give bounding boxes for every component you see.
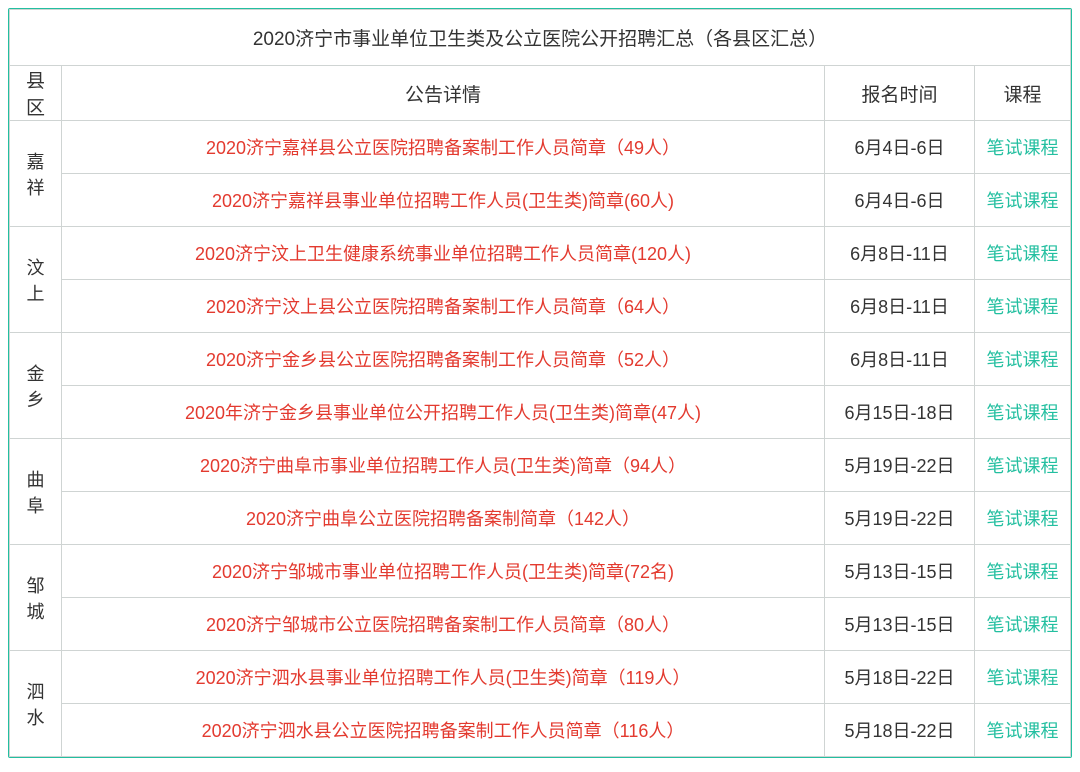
table-row: 2020济宁嘉祥县事业单位招聘工作人员(卫生类)简章(60人) 6月4日-6日笔试… xyxy=(10,174,1071,227)
course-cell: 笔试课程 xyxy=(974,545,1070,598)
course-link[interactable]: 笔试课程 xyxy=(986,350,1058,370)
time-cell: 5月13日-15日 xyxy=(824,545,974,598)
header-county: 县区 xyxy=(10,66,62,121)
time-cell: 6月8日-11日 xyxy=(824,227,974,280)
detail-cell: 2020济宁汶上县公立医院招聘备案制工作人员简章（64人） xyxy=(62,280,825,333)
county-cell: 曲阜 xyxy=(10,439,62,545)
table-row: 2020济宁邹城市公立医院招聘备案制工作人员简章（80人） 5月13日-15日笔试… xyxy=(10,598,1071,651)
course-cell: 笔试课程 xyxy=(974,439,1070,492)
detail-cell: 2020济宁泗水县事业单位招聘工作人员(卫生类)简章（119人） xyxy=(62,651,825,704)
county-cell: 嘉祥 xyxy=(10,121,62,227)
course-link[interactable]: 笔试课程 xyxy=(986,403,1058,423)
course-cell: 笔试课程 xyxy=(974,227,1070,280)
table-title-row: 2020济宁市事业单位卫生类及公立医院公开招聘汇总（各县区汇总） xyxy=(10,10,1071,66)
detail-cell: 2020济宁嘉祥县事业单位招聘工作人员(卫生类)简章(60人) xyxy=(62,174,825,227)
course-link[interactable]: 笔试课程 xyxy=(986,721,1058,741)
detail-cell: 2020济宁邹城市公立医院招聘备案制工作人员简章（80人） xyxy=(62,598,825,651)
announcement-link[interactable]: 2020济宁泗水县事业单位招聘工作人员(卫生类)简章（119人） xyxy=(196,668,691,688)
recruitment-table-container: 2020济宁市事业单位卫生类及公立医院公开招聘汇总（各县区汇总） 县区 公告详情… xyxy=(8,8,1072,758)
course-link[interactable]: 笔试课程 xyxy=(986,668,1058,688)
recruitment-table: 2020济宁市事业单位卫生类及公立医院公开招聘汇总（各县区汇总） 县区 公告详情… xyxy=(9,9,1071,757)
announcement-link[interactable]: 2020济宁嘉祥县事业单位招聘工作人员(卫生类)简章(60人) xyxy=(212,191,674,211)
table-row: 泗水2020济宁泗水县事业单位招聘工作人员(卫生类)简章（119人）5月18日-… xyxy=(10,651,1071,704)
table-row: 汶上2020济宁汶上卫生健康系统事业单位招聘工作人员简章(120人)6月8日-1… xyxy=(10,227,1071,280)
detail-cell: 2020济宁曲阜公立医院招聘备案制简章（142人） xyxy=(62,492,825,545)
announcement-link[interactable]: 2020年济宁金乡县事业单位公开招聘工作人员(卫生类)简章(47人) xyxy=(185,403,701,423)
course-cell: 笔试课程 xyxy=(974,333,1070,386)
header-detail: 公告详情 xyxy=(62,66,825,121)
course-link[interactable]: 笔试课程 xyxy=(986,456,1058,476)
course-cell: 笔试课程 xyxy=(974,651,1070,704)
time-cell: 5月19日-22日 xyxy=(824,492,974,545)
announcement-link[interactable]: 2020济宁汶上卫生健康系统事业单位招聘工作人员简章(120人) xyxy=(195,244,691,264)
course-cell: 笔试课程 xyxy=(974,492,1070,545)
time-cell: 6月8日-11日 xyxy=(824,280,974,333)
announcement-link[interactable]: 2020济宁曲阜市事业单位招聘工作人员(卫生类)简章（94人） xyxy=(200,456,686,476)
table-title: 2020济宁市事业单位卫生类及公立医院公开招聘汇总（各县区汇总） xyxy=(10,10,1071,66)
time-cell: 5月18日-22日 xyxy=(824,651,974,704)
detail-cell: 2020济宁泗水县公立医院招聘备案制工作人员简章（116人） xyxy=(62,704,825,757)
detail-cell: 2020济宁邹城市事业单位招聘工作人员(卫生类)简章(72名) xyxy=(62,545,825,598)
county-cell: 邹城 xyxy=(10,545,62,651)
announcement-link[interactable]: 2020济宁邹城市事业单位招聘工作人员(卫生类)简章(72名) xyxy=(212,562,674,582)
time-cell: 6月8日-11日 xyxy=(824,333,974,386)
announcement-link[interactable]: 2020济宁邹城市公立医院招聘备案制工作人员简章（80人） xyxy=(206,615,680,635)
table-row: 2020济宁泗水县公立医院招聘备案制工作人员简章（116人） 5月18日-22日笔… xyxy=(10,704,1071,757)
time-cell: 5月13日-15日 xyxy=(824,598,974,651)
header-time: 报名时间 xyxy=(824,66,974,121)
table-row: 邹城2020济宁邹城市事业单位招聘工作人员(卫生类)简章(72名)5月13日-1… xyxy=(10,545,1071,598)
course-link[interactable]: 笔试课程 xyxy=(986,138,1058,158)
time-cell: 6月4日-6日 xyxy=(824,174,974,227)
course-cell: 笔试课程 xyxy=(974,598,1070,651)
county-cell: 汶上 xyxy=(10,227,62,333)
course-link[interactable]: 笔试课程 xyxy=(986,509,1058,529)
course-cell: 笔试课程 xyxy=(974,280,1070,333)
announcement-link[interactable]: 2020济宁嘉祥县公立医院招聘备案制工作人员简章（49人） xyxy=(206,138,680,158)
course-link[interactable]: 笔试课程 xyxy=(986,191,1058,211)
course-link[interactable]: 笔试课程 xyxy=(986,297,1058,317)
detail-cell: 2020济宁曲阜市事业单位招聘工作人员(卫生类)简章（94人） xyxy=(62,439,825,492)
table-header-row: 县区 公告详情 报名时间 课程 xyxy=(10,66,1071,121)
table-row: 2020济宁曲阜公立医院招聘备案制简章（142人） 5月19日-22日笔试课程 xyxy=(10,492,1071,545)
county-cell: 金乡 xyxy=(10,333,62,439)
time-cell: 6月15日-18日 xyxy=(824,386,974,439)
course-link[interactable]: 笔试课程 xyxy=(986,244,1058,264)
detail-cell: 2020济宁金乡县公立医院招聘备案制工作人员简章（52人） xyxy=(62,333,825,386)
time-cell: 5月19日-22日 xyxy=(824,439,974,492)
course-cell: 笔试课程 xyxy=(974,121,1070,174)
announcement-link[interactable]: 2020济宁曲阜公立医院招聘备案制简章（142人） xyxy=(246,509,640,529)
course-link[interactable]: 笔试课程 xyxy=(986,562,1058,582)
table-row: 曲阜2020济宁曲阜市事业单位招聘工作人员(卫生类)简章（94人）5月19日-2… xyxy=(10,439,1071,492)
table-row: 2020济宁汶上县公立医院招聘备案制工作人员简章（64人） 6月8日-11日笔试课… xyxy=(10,280,1071,333)
course-cell: 笔试课程 xyxy=(974,386,1070,439)
time-cell: 6月4日-6日 xyxy=(824,121,974,174)
header-course: 课程 xyxy=(974,66,1070,121)
course-cell: 笔试课程 xyxy=(974,174,1070,227)
announcement-link[interactable]: 2020济宁汶上县公立医院招聘备案制工作人员简章（64人） xyxy=(206,297,680,317)
detail-cell: 2020年济宁金乡县事业单位公开招聘工作人员(卫生类)简章(47人) xyxy=(62,386,825,439)
announcement-link[interactable]: 2020济宁金乡县公立医院招聘备案制工作人员简章（52人） xyxy=(206,350,680,370)
county-cell: 泗水 xyxy=(10,651,62,757)
course-cell: 笔试课程 xyxy=(974,704,1070,757)
detail-cell: 2020济宁汶上卫生健康系统事业单位招聘工作人员简章(120人) xyxy=(62,227,825,280)
table-row: 2020年济宁金乡县事业单位公开招聘工作人员(卫生类)简章(47人) 6月15日-… xyxy=(10,386,1071,439)
detail-cell: 2020济宁嘉祥县公立医院招聘备案制工作人员简章（49人） xyxy=(62,121,825,174)
announcement-link[interactable]: 2020济宁泗水县公立医院招聘备案制工作人员简章（116人） xyxy=(202,721,685,741)
table-row: 金乡2020济宁金乡县公立医院招聘备案制工作人员简章（52人）6月8日-11日笔… xyxy=(10,333,1071,386)
time-cell: 5月18日-22日 xyxy=(824,704,974,757)
course-link[interactable]: 笔试课程 xyxy=(986,615,1058,635)
table-row: 嘉祥2020济宁嘉祥县公立医院招聘备案制工作人员简章（49人）6月4日-6日笔试… xyxy=(10,121,1071,174)
